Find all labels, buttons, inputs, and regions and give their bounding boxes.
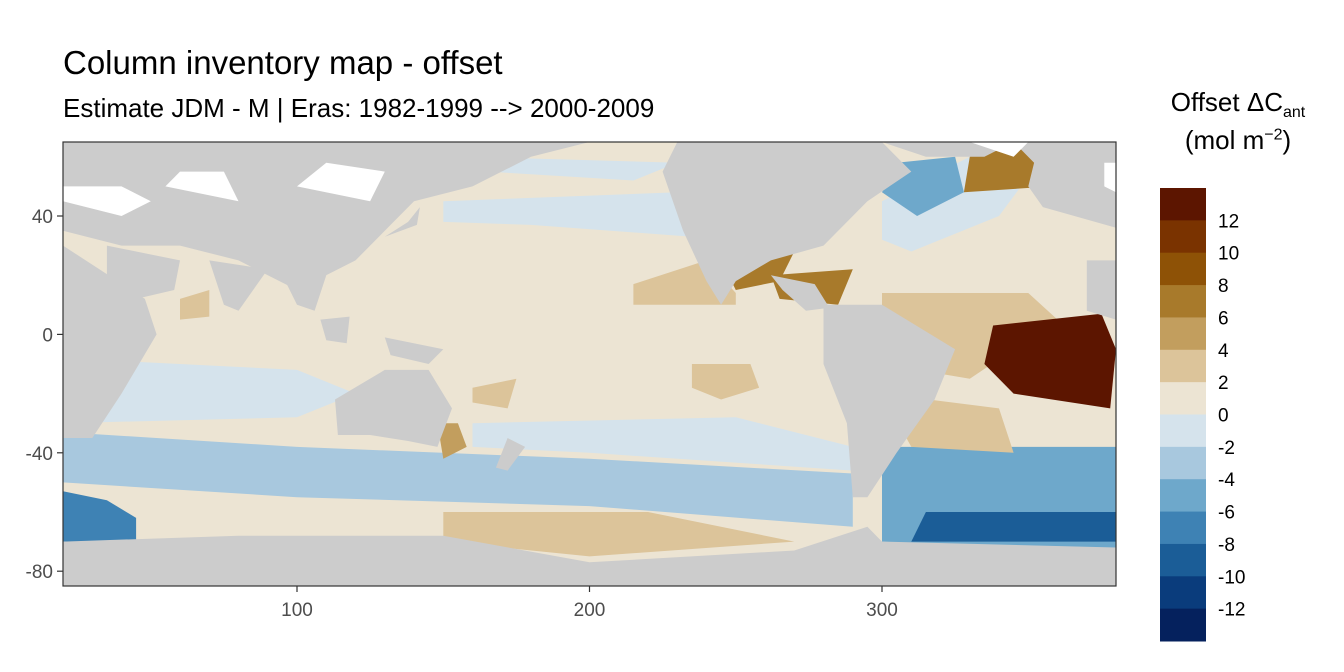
region-europe-land (1013, 142, 1116, 228)
y-tick-label: -40 (26, 444, 53, 465)
region-greenland-land (882, 142, 1014, 157)
region-arabia-land (106, 245, 180, 299)
legend-color-step (1160, 446, 1206, 480)
legend-color-step (1160, 285, 1206, 318)
legend-label: -12 (1218, 600, 1245, 621)
region-borneo-land (320, 316, 350, 344)
legend-label: 0 (1218, 406, 1229, 427)
y-tick-label: 0 (42, 325, 53, 346)
legend-label: 4 (1218, 341, 1229, 362)
legend-color-step (1160, 543, 1206, 577)
legend-title-main-line: Offset ΔCant (1150, 86, 1326, 124)
no-data-patch (165, 171, 239, 202)
region-ross-sea-positive (443, 512, 795, 557)
region-south-pacific-negative (472, 417, 853, 471)
y-tick-label: 40 (32, 207, 53, 228)
region-antarctica-land (63, 526, 1116, 586)
region-southeast-asia-land (282, 275, 327, 311)
legend-title-main: Offset ΔC (1170, 87, 1283, 117)
legend-title: Offset ΔCant (mol m−2) (1150, 86, 1326, 158)
legend-color-step (1160, 511, 1206, 545)
legend-title-sub: ant (1283, 104, 1306, 122)
no-data-patch (1104, 162, 1116, 193)
legend-units-prefix: (mol m (1184, 124, 1265, 155)
region-new-zealand-land (495, 438, 526, 471)
legend-color-step (1160, 576, 1206, 610)
region-central-america-land (770, 275, 830, 311)
legend-color-step (1160, 220, 1206, 254)
region-north-america-land (662, 142, 912, 305)
no-data-patch (297, 162, 385, 202)
legend-label: -4 (1218, 470, 1235, 491)
legend-color-step (1160, 349, 1206, 383)
region-japan-land (384, 207, 420, 237)
chart-title: Column inventory map - offset (63, 44, 503, 81)
y-tick-label: -80 (26, 562, 53, 583)
region-west-africa-land (1086, 260, 1116, 320)
chart-subtitle: Estimate JDM - M | Eras: 1982-1999 --> 2… (63, 93, 655, 123)
legend-color-step (1160, 414, 1206, 448)
region-arabian-positive (180, 290, 210, 320)
x-tick-label: 300 (866, 600, 898, 621)
no-data-patch (63, 186, 151, 216)
legend-units-sup: −2 (1264, 126, 1283, 144)
region-east-pacific-south-positive (691, 364, 760, 400)
legend-label: 2 (1218, 373, 1229, 394)
legend: 12 10 8 6 4 2 0 -2 -4 -6 -8 -10 -12 (1160, 188, 1245, 642)
region-indonesia-positive (472, 378, 517, 409)
region-south-america-land (823, 304, 956, 498)
region-weddell-strong-negative (911, 512, 1116, 542)
plot-area (63, 142, 1116, 586)
legend-label: 6 (1218, 308, 1229, 329)
region-subpolar-pacific-negative (472, 156, 678, 181)
region-tasman-positive (437, 423, 467, 459)
legend-label: -8 (1218, 535, 1235, 556)
region-south-atlantic-hotspot (984, 313, 1116, 409)
legend-label: -10 (1218, 567, 1245, 588)
legend-label: -2 (1218, 438, 1235, 459)
region-new-guinea-land (384, 337, 444, 364)
x-tick-label: 100 (281, 600, 313, 621)
region-africa-land (63, 245, 157, 438)
legend-units-line: (mol m−2) (1150, 124, 1326, 158)
legend-color-step (1160, 252, 1206, 286)
region-southern-ocean-band (63, 432, 853, 527)
region-india-land (209, 260, 268, 311)
region-indian-weddell-strong-negative (63, 491, 137, 542)
legend-color-step (1160, 382, 1206, 415)
legend-color-step (1160, 317, 1206, 351)
legend-units-suffix: ) (1282, 124, 1292, 155)
legend-color-step (1160, 608, 1206, 642)
region-australia-land (335, 369, 452, 447)
legend-label: -6 (1218, 503, 1235, 524)
legend-label: 12 (1218, 211, 1239, 232)
no-data-patch (969, 142, 1029, 157)
legend-label: 8 (1218, 276, 1229, 297)
legend-color-step (1160, 479, 1206, 513)
legend-color-step (1160, 188, 1206, 221)
x-tick-label: 200 (574, 600, 606, 621)
legend-label: 10 (1218, 244, 1239, 265)
region-south-indian-negative (63, 358, 356, 424)
